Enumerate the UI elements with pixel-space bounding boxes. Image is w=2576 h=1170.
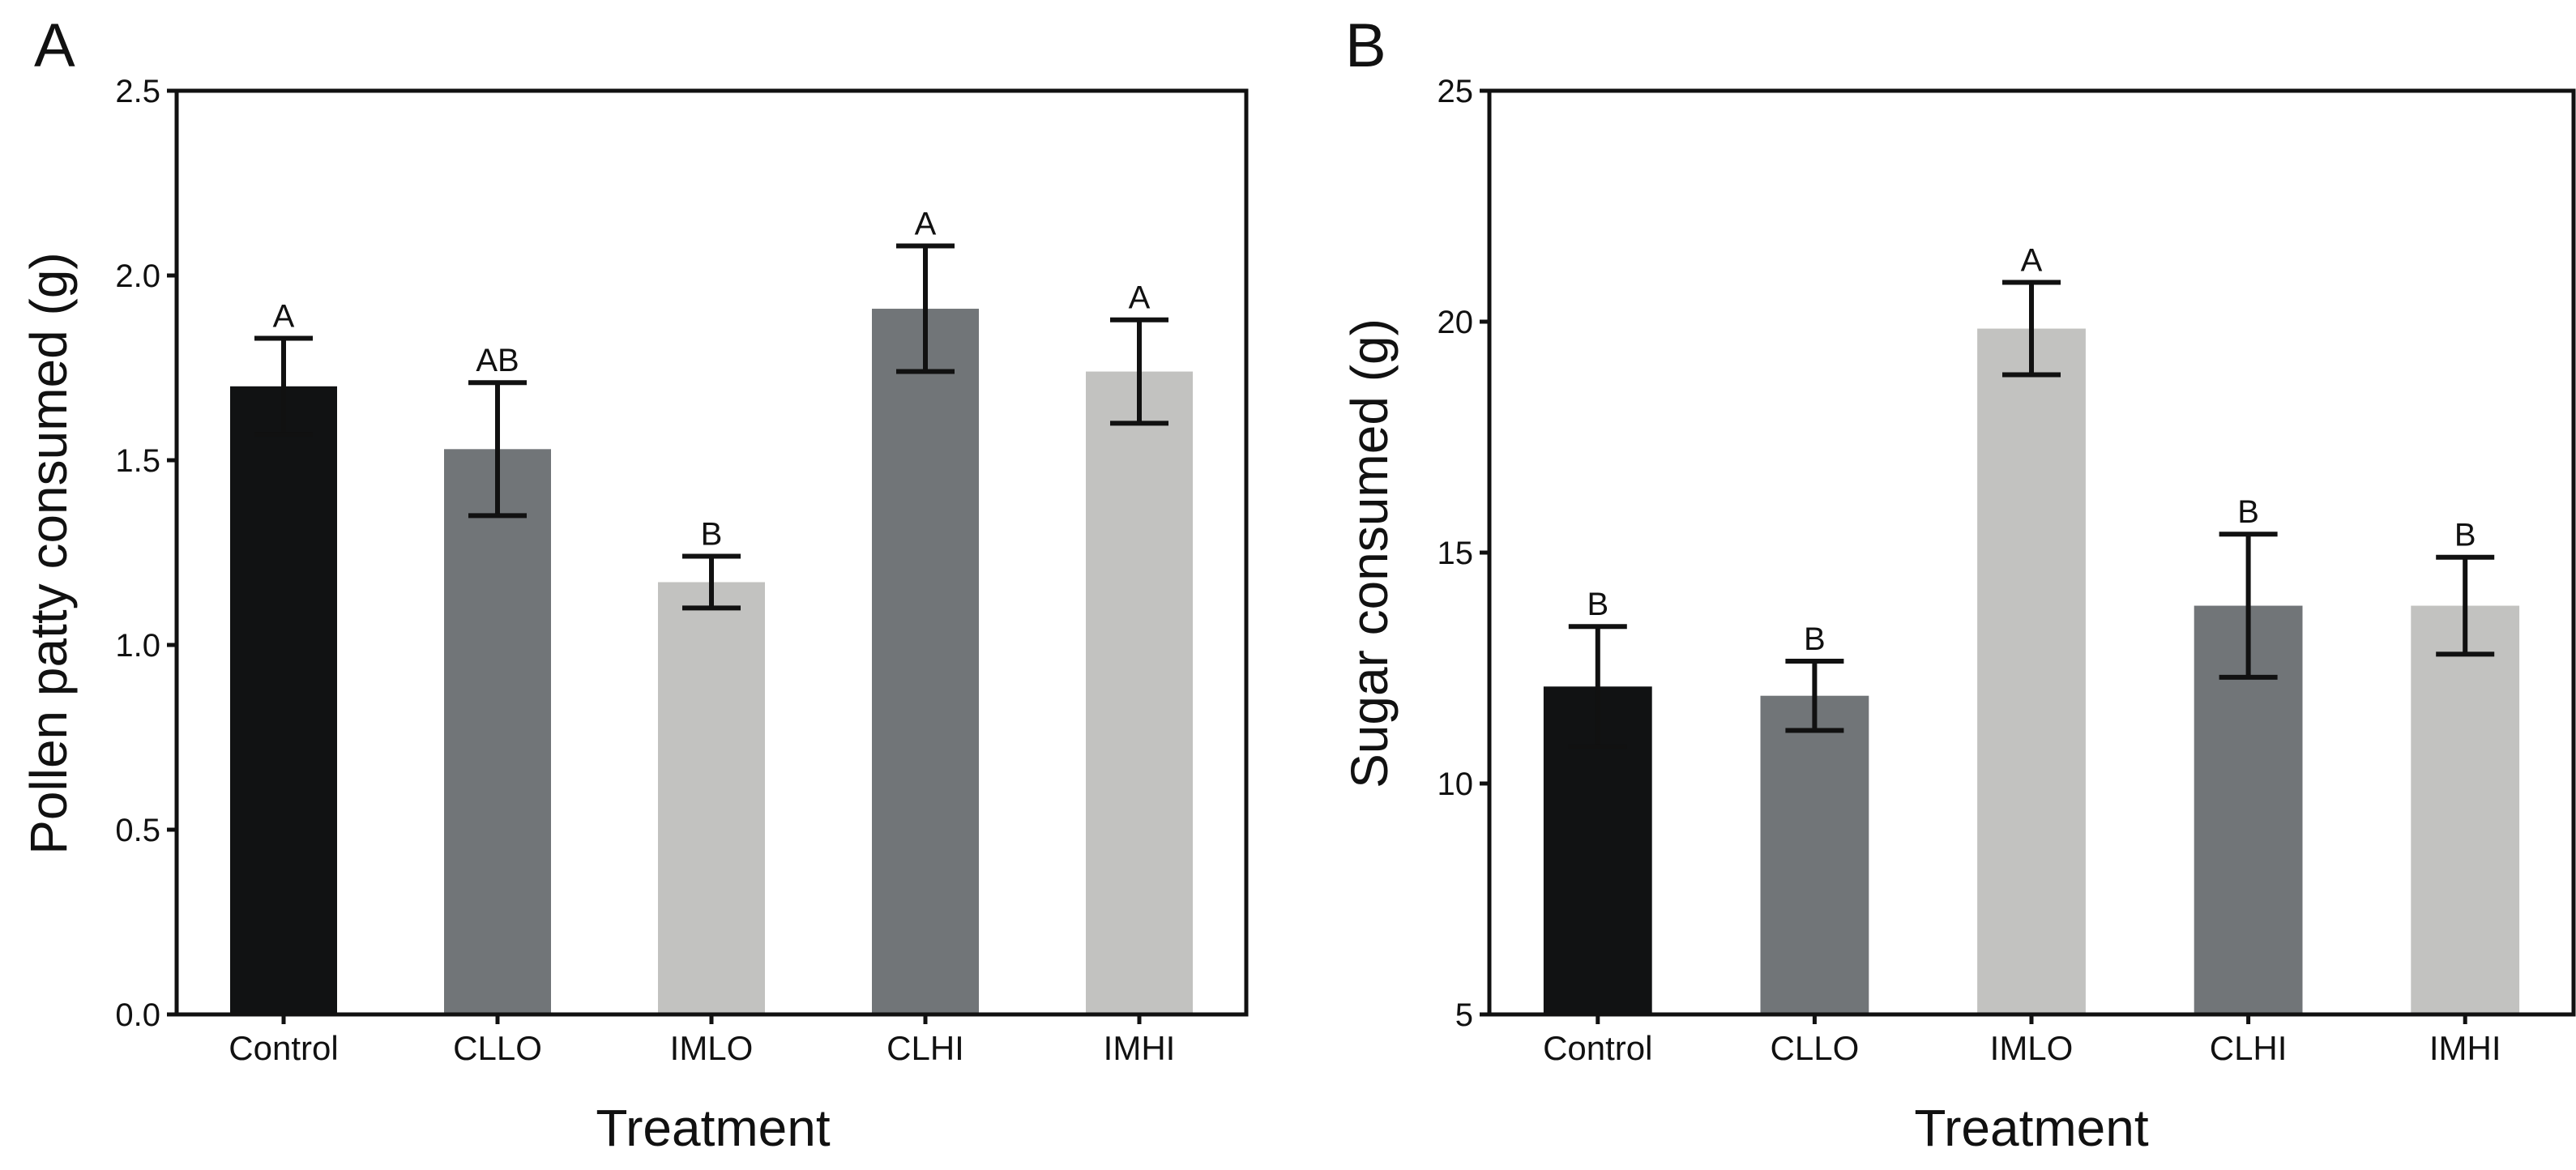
panel-a-bar-control bbox=[230, 386, 337, 1014]
panel-a-bar-imlo bbox=[658, 582, 765, 1014]
panel-b-y-tick-label: 20 bbox=[1438, 305, 1474, 340]
panel-a-y-tick-label: 2.0 bbox=[115, 258, 160, 294]
panel-a-x-tick-label-cllo: CLLO bbox=[453, 1029, 542, 1067]
panel-a-significance-cllo: AB bbox=[476, 343, 519, 378]
panel-a-x-tick-label-clhi: CLHI bbox=[886, 1029, 964, 1067]
panel-a-significance-imlo: B bbox=[701, 517, 723, 553]
panel-b-y-axis-title: Sugar consumed (g) bbox=[1340, 318, 1399, 788]
panel-b-letter: B bbox=[1345, 11, 1386, 80]
panel-b-significance-imhi: B bbox=[2454, 518, 2476, 553]
panel-b-x-tick-label-imlo: IMLO bbox=[1990, 1029, 2074, 1067]
panel-b-significance-cllo: B bbox=[1804, 621, 1826, 657]
panel-a: A Pollen patty consumed (g) Treatment A C… bbox=[19, 11, 1249, 1157]
panel-b-error-bar-cllo bbox=[1785, 658, 1844, 733]
panel-a-y-tick-label: 1.0 bbox=[115, 628, 160, 664]
panel-a-bar-cllo bbox=[444, 449, 551, 1014]
panel-b-significance-control: B bbox=[1587, 587, 1608, 622]
panel-a-x-tick-label-imhi: IMHI bbox=[1104, 1029, 1176, 1067]
panel-a-error-bar-cllo bbox=[468, 380, 527, 519]
panel-a-bar-imhi bbox=[1086, 371, 1193, 1014]
panel-b-bar-imlo bbox=[1977, 328, 2086, 1014]
panel-b-error-bar-imhi bbox=[2436, 554, 2495, 657]
panel-a-error-bar-imhi bbox=[1110, 317, 1168, 426]
panel-a-y-axis-title: Pollen patty consumed (g) bbox=[19, 252, 78, 855]
panel-b-x-tick-label-control: Control bbox=[1543, 1029, 1652, 1067]
panel-a-significance-clhi: A bbox=[915, 207, 937, 242]
panel-b-x-tick-label-cllo: CLLO bbox=[1771, 1029, 1860, 1067]
panel-b-significance-clhi: B bbox=[2237, 494, 2259, 530]
panel-b-bar-cllo bbox=[1760, 695, 1869, 1014]
panel-b-x-tick-label-imhi: IMHI bbox=[2429, 1029, 2501, 1067]
panel-a-y-tick-label: 0.5 bbox=[115, 813, 160, 848]
panel-a-y-tick-label: 1.5 bbox=[115, 443, 160, 479]
panel-b-x-axis-title: Treatment bbox=[1914, 1099, 2149, 1157]
panel-a-x-tick-label-control: Control bbox=[229, 1029, 338, 1067]
panel-a-x-axis-title: Treatment bbox=[596, 1099, 831, 1157]
panel-b-x-tick-label-clhi: CLHI bbox=[2210, 1029, 2288, 1067]
panel-b-y-tick-label: 15 bbox=[1438, 536, 1474, 571]
panel-b-error-bar-imlo bbox=[2002, 280, 2061, 378]
panel-b-plot-frame bbox=[1487, 88, 2576, 1017]
panel-a-significance-imhi: A bbox=[1129, 280, 1151, 316]
panel-a-x-tick-label-imlo: IMLO bbox=[670, 1029, 754, 1067]
panel-b-bar-imhi bbox=[2411, 605, 2520, 1014]
panel-b-error-bar-control bbox=[1568, 624, 1627, 749]
panel-a-error-bar-control bbox=[254, 335, 313, 438]
panel-b-significance-imlo: A bbox=[2021, 243, 2043, 279]
panel-a-significance-control: A bbox=[273, 299, 295, 335]
panel-a-letter: A bbox=[34, 11, 75, 80]
panel-a-bar-clhi bbox=[872, 309, 979, 1014]
panel-b: B Sugar consumed (g) Treatment B Control B… bbox=[1340, 11, 2576, 1157]
panel-a-y-tick-label: 2.5 bbox=[115, 74, 160, 109]
panel-b-y-tick-label: 5 bbox=[1455, 997, 1473, 1033]
panel-a-y-tick-label: 0.0 bbox=[115, 997, 160, 1033]
panel-a-error-bar-clhi bbox=[896, 243, 955, 374]
panel-b-error-bar-clhi bbox=[2219, 532, 2278, 680]
panel-a-error-bar-imlo bbox=[682, 553, 741, 611]
panel-a-plot-frame bbox=[174, 88, 1249, 1017]
panel-b-y-tick-label: 10 bbox=[1438, 766, 1474, 802]
panel-b-y-tick-label: 25 bbox=[1438, 74, 1474, 109]
